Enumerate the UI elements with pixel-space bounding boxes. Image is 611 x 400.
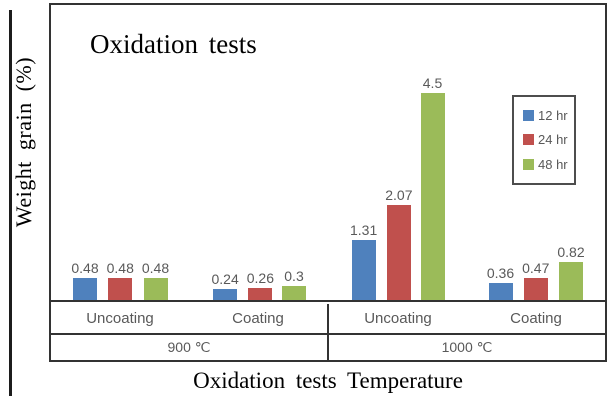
legend-item: 48 hr [523, 157, 574, 172]
chart-title: Oxidation tests [90, 29, 257, 59]
bar-value-label: 0.26 [246, 270, 274, 286]
bar-24-hr [248, 288, 273, 300]
bar-value-label: 4.5 [422, 75, 443, 91]
bar-12-hr [213, 289, 238, 300]
legend-swatch-48-hr [523, 159, 534, 171]
legend-label: 48 hr [538, 157, 568, 173]
bar-12-hr [488, 283, 513, 300]
legend: 12 hr 24 hr 48 hr [512, 95, 576, 185]
bar-48-hr [143, 278, 168, 300]
bar-column: 0.48 [107, 261, 134, 300]
legend-item: 24 hr [523, 132, 574, 147]
temperature-label: 900 ℃ [167, 339, 211, 355]
bar-column: 1.31 [350, 223, 377, 300]
bar-column: 0.36 [487, 266, 514, 300]
category-slot: 0.36 0.47 0.82 [467, 5, 606, 300]
legend-item: 12 hr [523, 108, 574, 123]
bar-48-hr [559, 262, 583, 300]
bar-12-hr [351, 240, 376, 300]
bar-column: 0.82 [557, 244, 585, 300]
category-axis: Uncoating Coating Uncoating Coating [51, 304, 605, 335]
bar-value-label: 2.07 [385, 187, 413, 203]
plot-area: 0.48 0.48 0.48 0.24 0.26 0.3 1.31 2.07 4.5 0.36 0.… [51, 5, 605, 302]
category-slot: 0.48 0.48 0.48 [51, 5, 190, 300]
figure-left-border [9, 10, 12, 396]
bar-value-label: 0.48 [71, 260, 99, 276]
plot-frame: 0.48 0.48 0.48 0.24 0.26 0.3 1.31 2.07 4.5 0.36 0.… [49, 3, 607, 362]
bar-value-label: 0.3 [284, 268, 304, 284]
bar-value-label: 0.48 [141, 260, 170, 276]
bar-column: 0.3 [282, 269, 306, 300]
bar-value-label: 0.24 [211, 271, 239, 287]
bar-value-label: 0.48 [106, 260, 134, 276]
bar-24-hr [523, 278, 548, 300]
legend-swatch-24-hr [523, 134, 534, 146]
category-label: Uncoating [86, 310, 154, 327]
legend-label: 12 hr [538, 107, 568, 123]
x-axis-title: Oxidation tests Temperature [193, 368, 463, 393]
bar-column: 0.48 [142, 261, 169, 300]
bar-48-hr [420, 93, 445, 300]
bar-24-hr [108, 278, 133, 300]
category-slot: 0.24 0.26 0.3 [190, 5, 329, 300]
category-label: Coating [510, 310, 562, 327]
bar-column: 0.48 [71, 260, 99, 300]
category-label: Uncoating [327, 304, 467, 333]
bar-12-hr [73, 278, 97, 300]
bar-value-label: 0.36 [486, 265, 515, 281]
bar-column: 2.07 [385, 187, 413, 300]
bar-value-label: 0.47 [522, 260, 550, 276]
bar-column: 4.5 [420, 75, 445, 300]
category-slot: 1.31 2.07 4.5 [328, 5, 467, 300]
legend-swatch-12-hr [523, 109, 534, 121]
bar-value-label: 0.82 [557, 244, 585, 260]
temperature-axis: 900 ℃ 1000 ℃ [51, 335, 605, 360]
temperature-label: 1000 ℃ [327, 335, 605, 360]
bar-column: 0.47 [522, 261, 549, 300]
category-label: Coating [232, 310, 284, 327]
legend-label: 24 hr [538, 132, 568, 148]
bar-24-hr [386, 205, 411, 300]
bar-column: 0.24 [212, 272, 239, 300]
y-axis-title: Weight grain (%) [11, 56, 36, 228]
bar-value-label: 1.31 [350, 222, 378, 238]
bar-48-hr [282, 286, 306, 300]
bar-column: 0.26 [247, 271, 274, 300]
